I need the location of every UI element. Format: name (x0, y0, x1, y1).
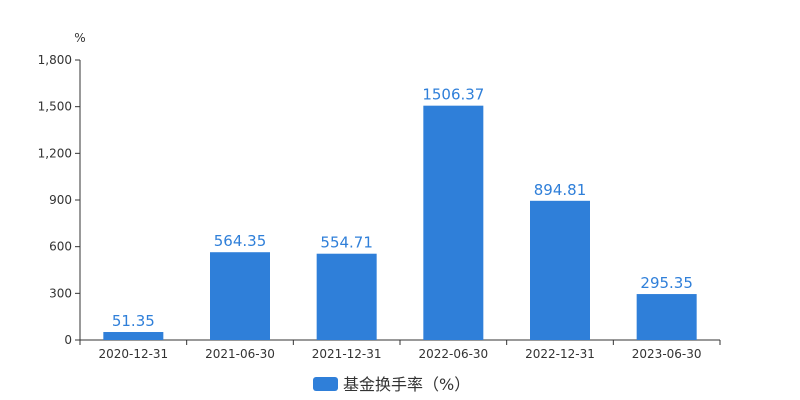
bar[interactable] (423, 105, 484, 340)
y-tick-label: 300 (49, 286, 72, 300)
x-tick-label: 2021-06-30 (205, 347, 275, 361)
bars (103, 105, 697, 340)
bar-value-label: 51.35 (112, 312, 155, 330)
y-tick-label: 900 (49, 193, 72, 207)
y-tick-label: 1,200 (38, 146, 72, 160)
x-tick-label: 2020-12-31 (98, 347, 168, 361)
y-tick-label: 1,500 (38, 100, 72, 114)
y-axis-unit: % (74, 31, 85, 45)
legend-label[interactable]: 基金换手率（%） (343, 375, 470, 394)
data-labels: 51.35 564.35 554.71 1506.37 894.81 295.35 (112, 86, 693, 330)
x-ticks: 2020-12-31 2021-06-30 2021-12-31 2022-06-30… (79, 340, 721, 361)
bar[interactable] (210, 252, 270, 340)
bar[interactable] (530, 200, 590, 340)
bar-value-label: 894.81 (534, 181, 587, 199)
y-tick-label: 1,800 (38, 53, 72, 67)
bar-value-label: 295.35 (640, 274, 693, 292)
bar[interactable] (316, 253, 377, 340)
bar-value-label: 1506.37 (422, 86, 484, 104)
x-tick-label: 2022-12-31 (525, 347, 595, 361)
legend[interactable]: 基金换手率（%） (313, 375, 470, 394)
bar-value-label: 564.35 (214, 232, 267, 250)
x-tick-label: 2023-06-30 (632, 347, 702, 361)
x-axis: 2020-12-31 2021-06-30 2021-12-31 2022-06-30… (79, 339, 721, 361)
y-tick-label: 600 (49, 240, 72, 254)
bar[interactable] (636, 294, 697, 340)
x-tick-label: 2022-06-30 (418, 347, 488, 361)
bar[interactable] (103, 332, 164, 340)
x-tick-label: 2021-12-31 (312, 347, 382, 361)
y-ticks: 0 300 600 900 1,200 1,500 1,800 (38, 53, 80, 347)
bar-value-label: 554.71 (320, 234, 373, 252)
legend-swatch[interactable] (313, 377, 338, 391)
y-tick-label: 0 (64, 333, 72, 347)
y-axis: 0 300 600 900 1,200 1,500 1,800 % (38, 31, 86, 347)
